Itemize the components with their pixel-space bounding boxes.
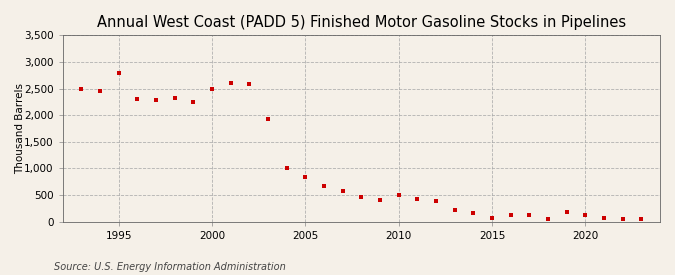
Text: Source: U.S. Energy Information Administration: Source: U.S. Energy Information Administ… (54, 262, 286, 272)
Title: Annual West Coast (PADD 5) Finished Motor Gasoline Stocks in Pipelines: Annual West Coast (PADD 5) Finished Moto… (97, 15, 626, 30)
Y-axis label: Thousand Barrels: Thousand Barrels (15, 83, 25, 174)
